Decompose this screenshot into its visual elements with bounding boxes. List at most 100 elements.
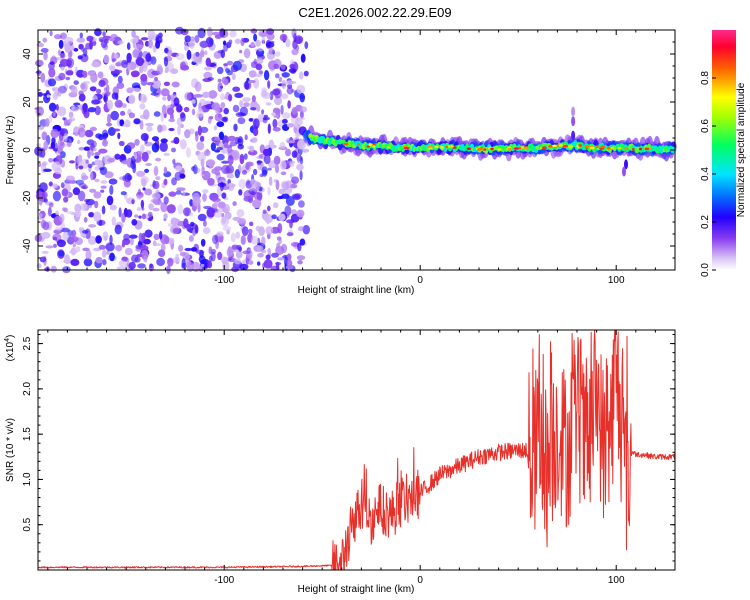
spectrogram-y-axis-label: Frequency (Hz) <box>5 116 16 185</box>
spectrogram-noise-cell <box>272 144 277 149</box>
spectrogram-noise-cell <box>41 191 48 199</box>
spectrogram-noise-cell <box>116 266 126 271</box>
spectrogram-noise-cell <box>274 164 280 174</box>
spectrogram-noise-cell <box>235 111 245 118</box>
spectrogram-noise-cell <box>271 112 276 117</box>
spectrogram-noise-cell <box>139 65 144 74</box>
spectrogram-noise-cell <box>48 158 54 163</box>
spectrogram-noise-cell <box>118 207 122 218</box>
spectrogram-noise-cell <box>112 128 121 132</box>
spectrogram-noise-cell <box>46 94 50 98</box>
spectrogram-noise-cell <box>183 106 190 113</box>
spectrogram-noise-cell <box>103 54 110 64</box>
spectrogram-noise-cell <box>285 196 295 206</box>
spectrogram-noise-cell <box>82 102 88 113</box>
spectrogram-noise-cell <box>213 211 223 218</box>
spectrogram-noise-cell <box>121 212 126 223</box>
spectrogram-noise-cell <box>76 37 86 43</box>
spectrogram-noise-cell <box>94 151 101 156</box>
snr-frame <box>37 329 676 571</box>
spectrogram-noise-cell <box>48 102 57 112</box>
spectrogram-track-peak <box>600 145 606 148</box>
spectrogram-noise-cell <box>208 255 213 263</box>
spectrogram-noise-cell <box>185 147 191 158</box>
spectrogram-track-peak <box>386 146 390 149</box>
snr-x-ticks: -100 0 100 <box>47 330 676 586</box>
spectrogram-noise-cell <box>174 171 182 181</box>
spectrogram-noise-cell <box>85 249 92 260</box>
spectrogram-noise-cell <box>131 199 135 205</box>
spectrogram-noise-cell <box>193 94 203 98</box>
spectrogram-noise-cell <box>261 92 271 99</box>
spectrogram-noise-cell <box>63 207 68 213</box>
spectrogram-noise-cell <box>281 243 288 253</box>
spectrogram-noise-cell <box>57 106 67 117</box>
snr-y-tick-label: 2.0 <box>22 381 33 395</box>
spectrogram-noise-cell <box>106 195 114 206</box>
spectrogram-noise-cell <box>296 37 302 45</box>
spectrogram-noise-cell <box>243 48 251 59</box>
spectrogram-noise-cell <box>118 260 127 267</box>
spectrogram-noise-cell <box>118 140 125 147</box>
spectrogram-noise-cell <box>35 70 42 74</box>
spectrogram-track-peak <box>518 146 522 150</box>
spectrogram-noise-cell <box>278 213 286 222</box>
spectrogram-noise-cell <box>64 254 71 265</box>
spectrogram-noise-cell <box>50 141 56 149</box>
spectrogram-noise-cell <box>114 69 123 74</box>
spectrogram-noise-cell <box>116 82 125 89</box>
spectrogram-noise-cell <box>111 216 117 227</box>
spectrogram-noise-cell <box>133 151 138 160</box>
spectrogram-noise-cell <box>74 203 82 213</box>
spectrogram-noise-cell <box>232 201 237 207</box>
spectrogram-noise-cell <box>175 53 185 61</box>
snr-x-tick-label: -100 <box>214 575 234 586</box>
spectrogram-noise-cell <box>153 233 160 241</box>
spectrogram-track-peak <box>403 146 410 150</box>
spectrogram-noise-cell <box>94 155 100 159</box>
spectrogram-noise-cell <box>145 162 152 167</box>
spectrogram-noise-cell <box>52 190 62 202</box>
spectrogram-track-spike <box>571 106 576 117</box>
spectrogram-noise-cell <box>294 133 301 137</box>
spectrogram-noise-cell <box>137 263 146 269</box>
spectrogram-noise-cell <box>253 33 258 42</box>
spectrogram-noise-cell <box>139 120 144 130</box>
spectrogram-noise-cell <box>78 165 84 170</box>
spectrogram-track-spike <box>571 116 576 127</box>
spectrogram-noise-cell <box>50 128 59 139</box>
spectrogram-noise-cell <box>175 190 182 195</box>
spectrogram-y-tick-label: 0 <box>22 147 33 153</box>
spectrogram-noise-cell <box>256 104 261 112</box>
spectrogram-noise-cell <box>73 80 79 85</box>
spectrogram-noise-cell <box>95 133 102 139</box>
spectrogram-noise-cell <box>216 231 224 237</box>
spectrogram-noise-cell <box>114 99 123 108</box>
spectrogram-noise-cell <box>218 131 225 141</box>
spectrogram-noise-cell <box>233 123 238 132</box>
spectrogram-noise-cell <box>141 37 149 41</box>
spectrogram-noise-cell <box>146 82 154 86</box>
spectrogram-noise-cell <box>211 197 221 203</box>
spectrogram-noise-cell <box>227 155 234 166</box>
spectrogram-noise-cell <box>222 203 231 214</box>
spectrogram-noise-cell <box>94 105 101 116</box>
spectrogram-noise-cell <box>207 260 213 269</box>
spectrogram-noise-cell <box>45 118 50 127</box>
spectrogram-noise-cell <box>141 213 146 220</box>
spectrogram-noise-cell <box>237 138 242 143</box>
spectrogram-noise-cell <box>280 104 284 115</box>
spectrogram-noise-cell <box>202 193 207 202</box>
spectrogram-noise-cell <box>77 127 86 138</box>
spectrogram-noise-cell <box>265 41 275 48</box>
spectrogram-noise-cell <box>83 258 93 267</box>
spectrogram-track-spike <box>571 130 576 141</box>
spectrogram-noise-cell <box>286 232 294 237</box>
spectrogram-track-peak <box>440 146 444 149</box>
spectrogram-noise-cell <box>223 78 229 86</box>
spectrogram-noise-cell <box>248 118 254 122</box>
spectrogram-noise-cell <box>180 64 190 71</box>
spectrogram-noise-cell <box>91 61 100 68</box>
spectrogram-noise-cell <box>192 196 201 207</box>
spectrogram-noise-cell <box>178 244 184 252</box>
